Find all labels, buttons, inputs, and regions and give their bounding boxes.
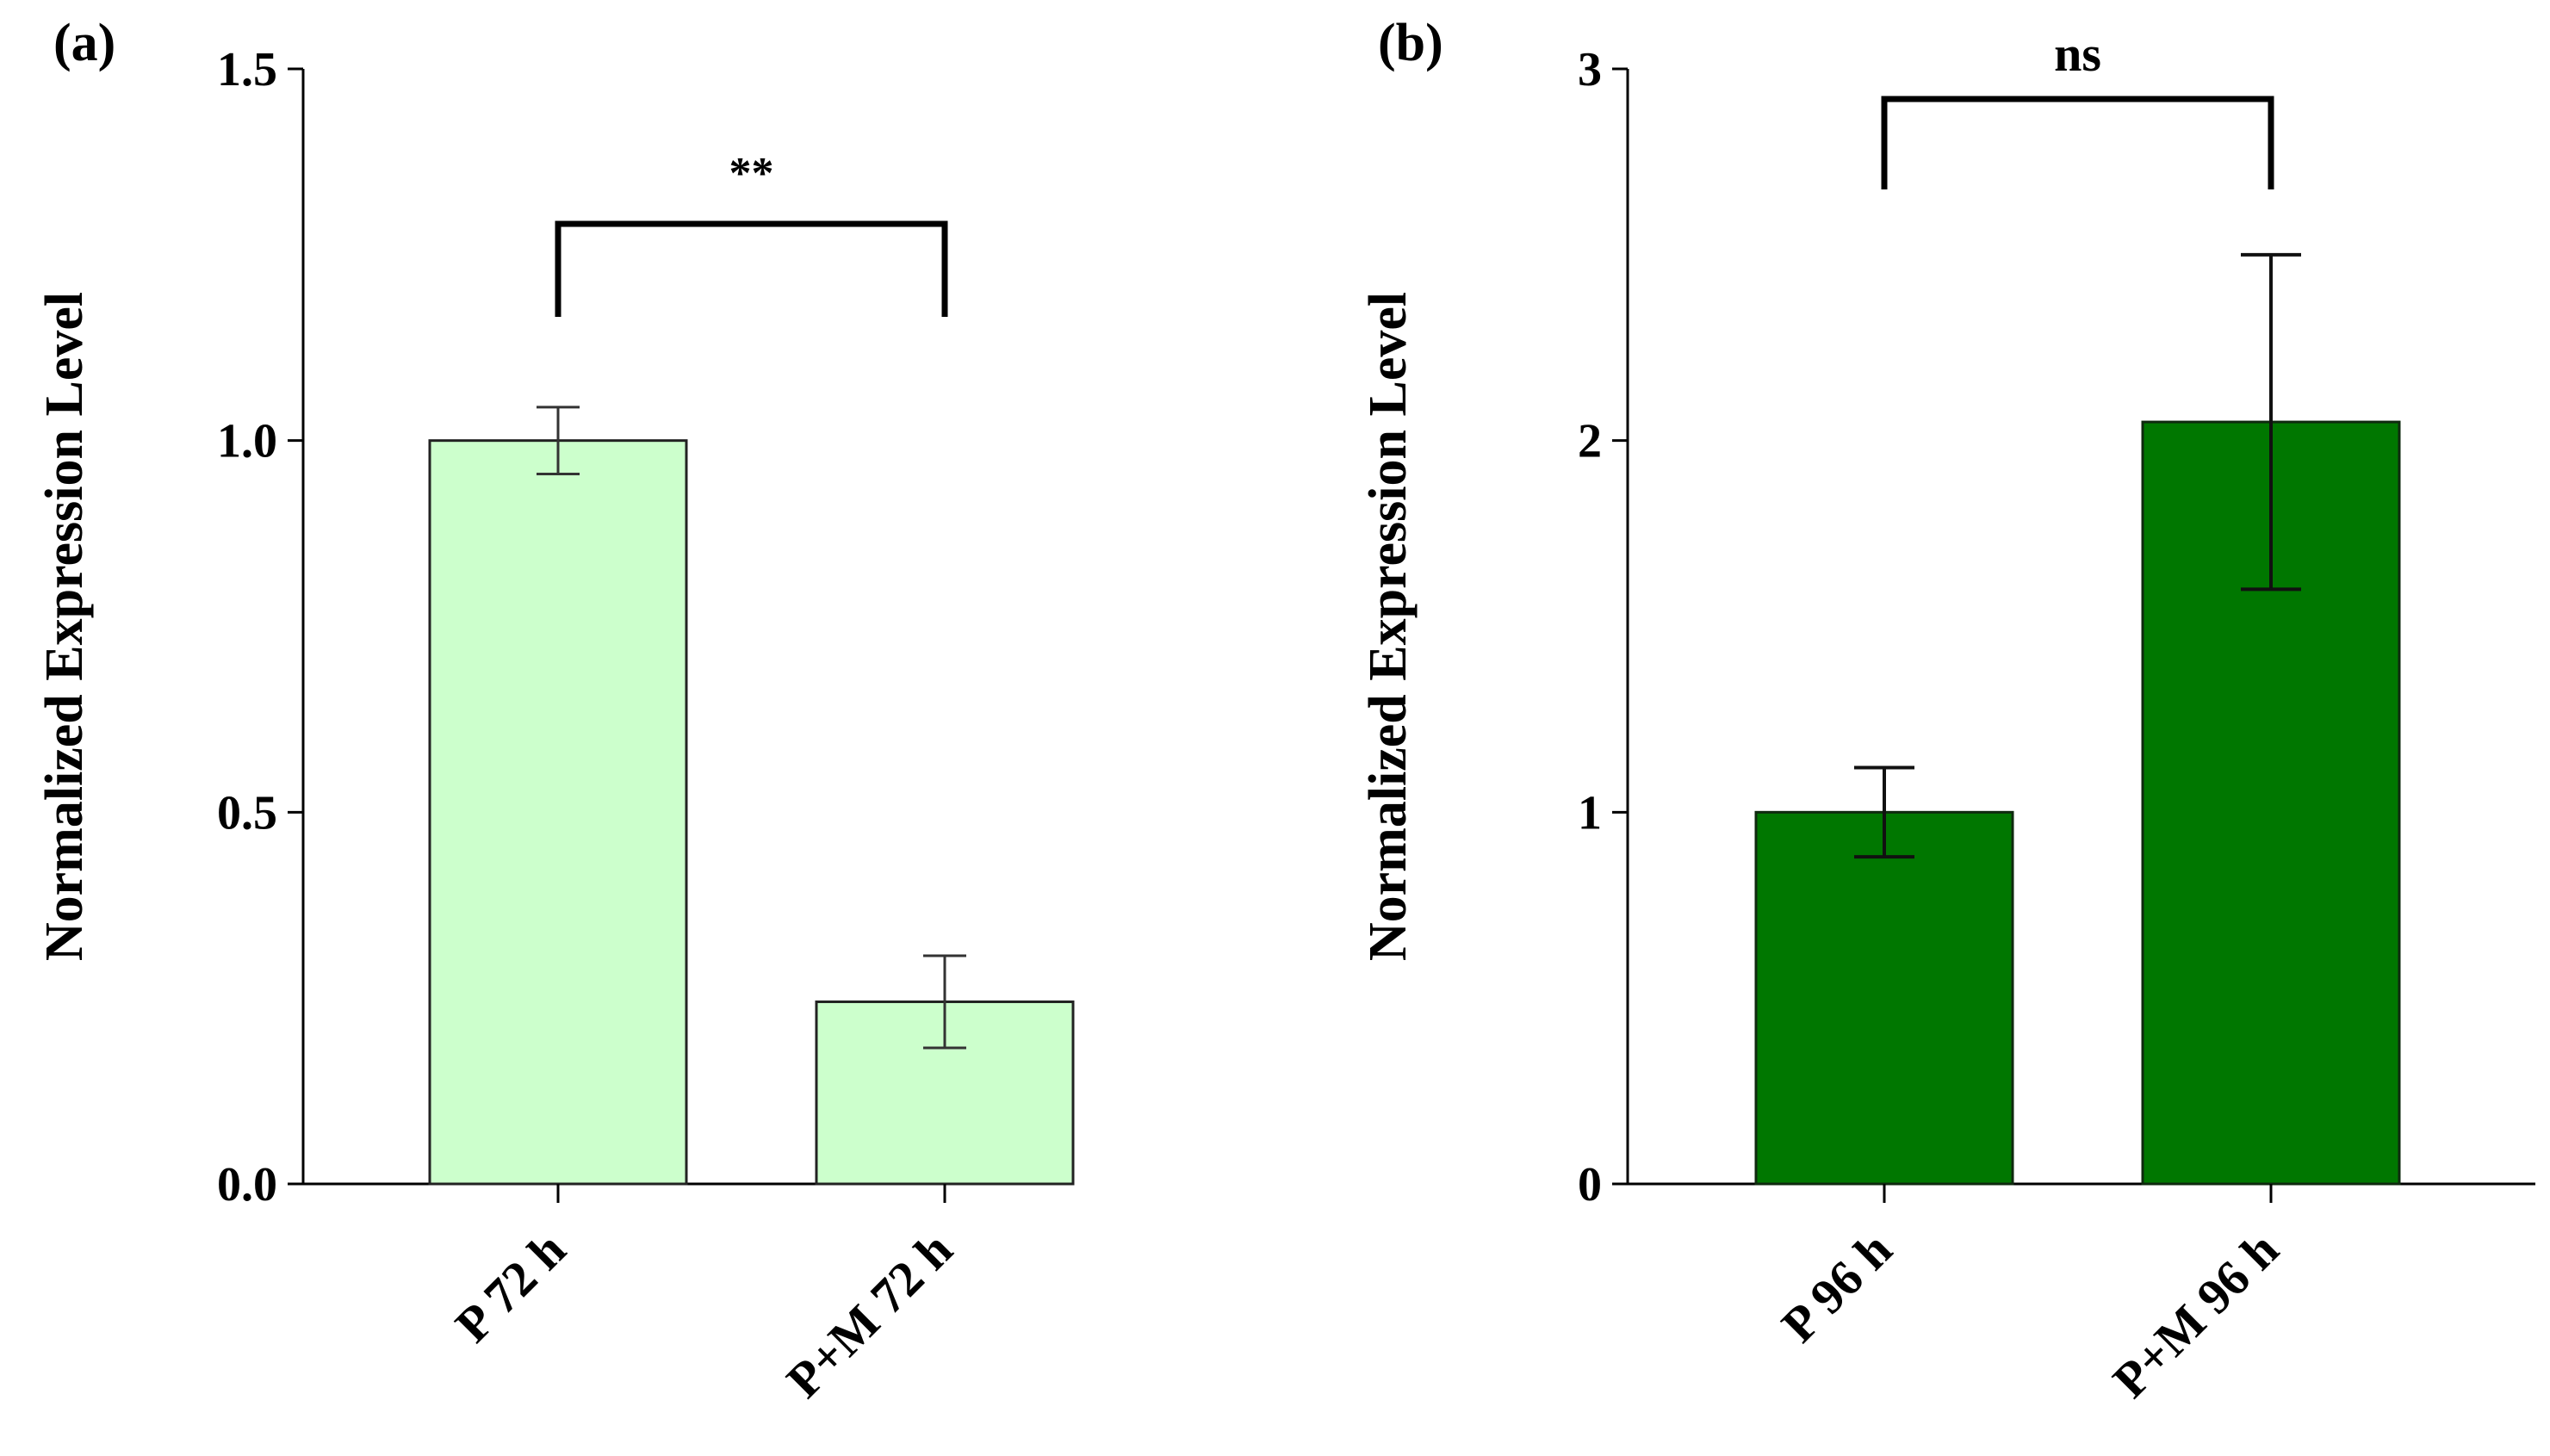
significance-bracket (555, 220, 948, 317)
x-tick-label: P 72 h (444, 1221, 576, 1353)
y-tick-label: 1.0 (217, 415, 277, 468)
y-tick-label: 3 (1578, 43, 1602, 96)
x-tick-label: P+M 96 h (2102, 1221, 2289, 1408)
y-tick-label: 0.5 (217, 786, 277, 840)
chart-panel-a: (a) 0.0 0.5 1.0 1.5 Normalized Expression Lev… (35, 14, 1075, 1409)
y-tick-label: 0 (1578, 1158, 1602, 1211)
y-tick-label: 1.5 (217, 43, 277, 96)
x-tick-label: P 96 h (1771, 1221, 1902, 1353)
significance-label: ** (729, 149, 774, 198)
y-tick-label: 0.0 (217, 1158, 277, 1211)
significance-label: ns (2054, 26, 2101, 82)
bar (428, 439, 688, 1186)
panel-label: (b) (1378, 14, 1443, 72)
panel-label: (a) (53, 14, 115, 72)
y-axis-title: Normalized Expression Level (1359, 292, 1418, 961)
y-tick-label: 1 (1578, 786, 1602, 840)
chart-panel-b: (b) 0 1 2 3 Normalized Expression Level P 96 h… (1359, 14, 2535, 1409)
x-tick-label: P+M 72 h (776, 1221, 963, 1408)
significance-bracket (1881, 96, 2274, 189)
bar (1754, 810, 2014, 1186)
y-axis-title: Normalized Expression Level (35, 292, 94, 961)
y-tick-label: 2 (1578, 415, 1602, 468)
